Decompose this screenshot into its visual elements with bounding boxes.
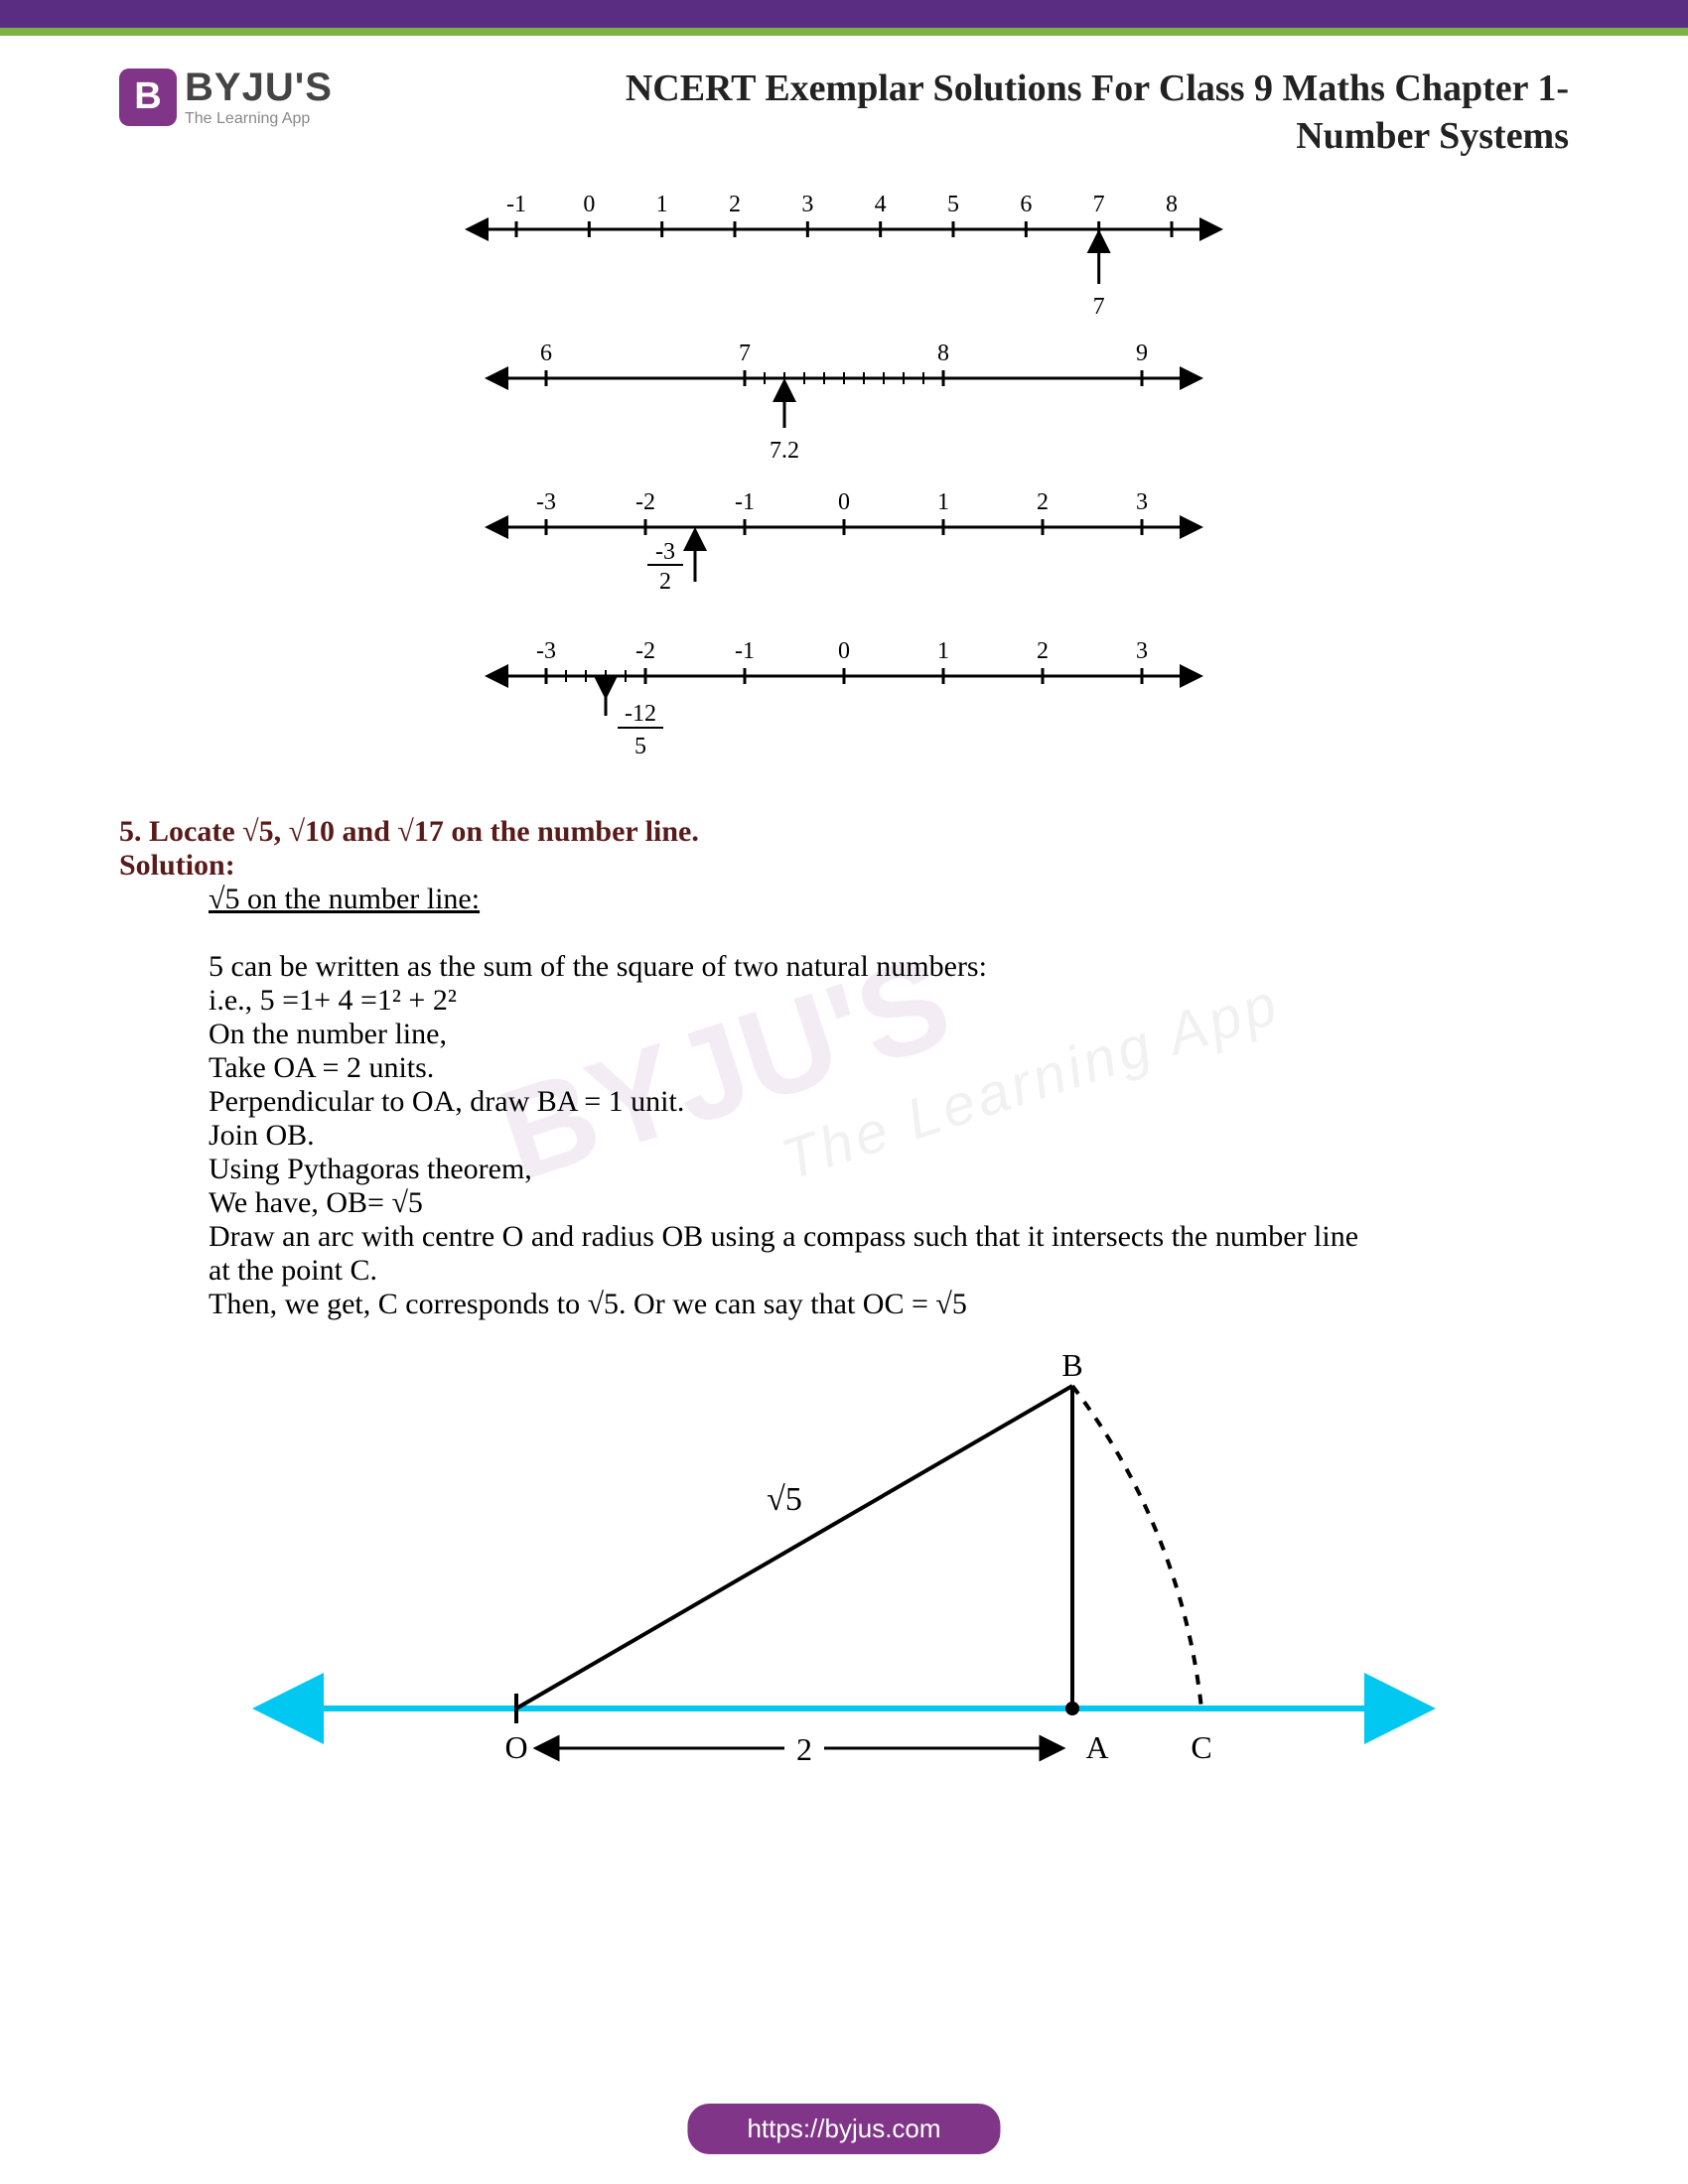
main-content: -10123456787 67897.2 -3-2-10123-32 -3-2-… bbox=[0, 170, 1688, 1788]
label-hyp: √5 bbox=[767, 1481, 802, 1518]
logo-brand-text: BYJU'S bbox=[185, 66, 333, 110]
svg-text:-3: -3 bbox=[536, 638, 556, 664]
title-line-1: NCERT Exemplar Solutions For Class 9 Mat… bbox=[626, 68, 1569, 109]
svg-text:2: 2 bbox=[729, 192, 741, 217]
svg-text:-12: -12 bbox=[625, 701, 656, 727]
solution-line: Take OA = 2 units. bbox=[209, 1051, 1569, 1085]
svg-text:4: 4 bbox=[875, 192, 887, 217]
svg-text:0: 0 bbox=[838, 489, 850, 515]
svg-text:3: 3 bbox=[801, 192, 813, 217]
svg-text:7: 7 bbox=[1093, 294, 1105, 320]
solution-line: Using Pythagoras theorem, bbox=[209, 1153, 1569, 1186]
geometry-figure: O A B C √5 2 bbox=[248, 1331, 1440, 1788]
label-C: C bbox=[1191, 1729, 1211, 1765]
svg-text:9: 9 bbox=[1136, 341, 1148, 366]
label-A: A bbox=[1085, 1729, 1108, 1765]
svg-text:-3: -3 bbox=[655, 539, 675, 565]
solution-line: We have, OB= √5 bbox=[209, 1186, 1569, 1220]
solution-line: Perpendicular to OA, draw BA = 1 unit. bbox=[209, 1085, 1569, 1119]
svg-text:7.2: 7.2 bbox=[770, 438, 799, 464]
svg-text:1: 1 bbox=[937, 489, 949, 515]
svg-text:6: 6 bbox=[540, 341, 552, 366]
solution-line: 5 can be written as the sum of the squar… bbox=[209, 950, 1569, 984]
svg-text:1: 1 bbox=[656, 192, 668, 217]
label-base: 2 bbox=[796, 1731, 812, 1767]
logo-text-wrap: BYJU'S The Learning App bbox=[185, 66, 333, 128]
label-B: B bbox=[1061, 1347, 1082, 1383]
solution-line: at the point C. bbox=[209, 1254, 1569, 1288]
question-title: 5. Locate √5, √10 and √17 on the number … bbox=[119, 815, 1569, 849]
logo-subtitle: The Learning App bbox=[185, 110, 333, 128]
svg-text:0: 0 bbox=[583, 192, 595, 217]
number-lines-figure: -10123456787 67897.2 -3-2-10123-32 -3-2-… bbox=[397, 180, 1291, 795]
label-O: O bbox=[504, 1729, 527, 1765]
logo: B BYJU'S The Learning App bbox=[119, 66, 333, 128]
question-text: Locate √5, √10 and √17 on the number lin… bbox=[149, 815, 699, 848]
svg-text:8: 8 bbox=[1166, 192, 1178, 217]
svg-text:2: 2 bbox=[659, 569, 671, 595]
svg-text:5: 5 bbox=[947, 192, 959, 217]
solution-line: i.e., 5 =1+ 4 =1² + 2² bbox=[209, 984, 1569, 1018]
svg-text:1: 1 bbox=[937, 638, 949, 664]
svg-text:-1: -1 bbox=[735, 489, 755, 515]
svg-text:2: 2 bbox=[1037, 638, 1049, 664]
svg-text:7: 7 bbox=[1093, 192, 1105, 217]
svg-text:-3: -3 bbox=[536, 489, 556, 515]
solution-line: Draw an arc with centre O and radius OB … bbox=[209, 1220, 1569, 1254]
page-header: B BYJU'S The Learning App NCERT Exemplar… bbox=[0, 36, 1688, 170]
solution-lines: 5 can be written as the sum of the squar… bbox=[209, 950, 1569, 1321]
svg-text:0: 0 bbox=[838, 638, 850, 664]
solution-line: On the number line, bbox=[209, 1018, 1569, 1051]
solution-body: √5 on the number line: 5 can be written … bbox=[209, 883, 1569, 1321]
svg-text:-2: -2 bbox=[635, 638, 655, 664]
top-accent-bar bbox=[0, 0, 1688, 36]
svg-text:-1: -1 bbox=[506, 192, 526, 217]
svg-text:-1: -1 bbox=[735, 638, 755, 664]
question-number: 5. bbox=[119, 815, 142, 848]
solution-line: Join OB. bbox=[209, 1119, 1569, 1153]
logo-icon: B bbox=[119, 68, 177, 126]
svg-text:3: 3 bbox=[1136, 489, 1148, 515]
svg-text:3: 3 bbox=[1136, 638, 1148, 664]
footer-url: https://byjus.com bbox=[687, 2104, 1000, 2154]
title-line-2: Number Systems bbox=[1296, 115, 1569, 157]
svg-text:7: 7 bbox=[739, 341, 751, 366]
solution-subheading: √5 on the number line: bbox=[209, 883, 1569, 916]
svg-text:8: 8 bbox=[937, 341, 949, 366]
page-title: NCERT Exemplar Solutions For Class 9 Mat… bbox=[372, 66, 1569, 160]
svg-text:5: 5 bbox=[634, 734, 646, 759]
svg-text:6: 6 bbox=[1020, 192, 1032, 217]
solution-line: Then, we get, C corresponds to √5. Or we… bbox=[209, 1288, 1569, 1321]
svg-text:-2: -2 bbox=[635, 489, 655, 515]
svg-text:2: 2 bbox=[1037, 489, 1049, 515]
solution-label: Solution: bbox=[119, 849, 1569, 883]
